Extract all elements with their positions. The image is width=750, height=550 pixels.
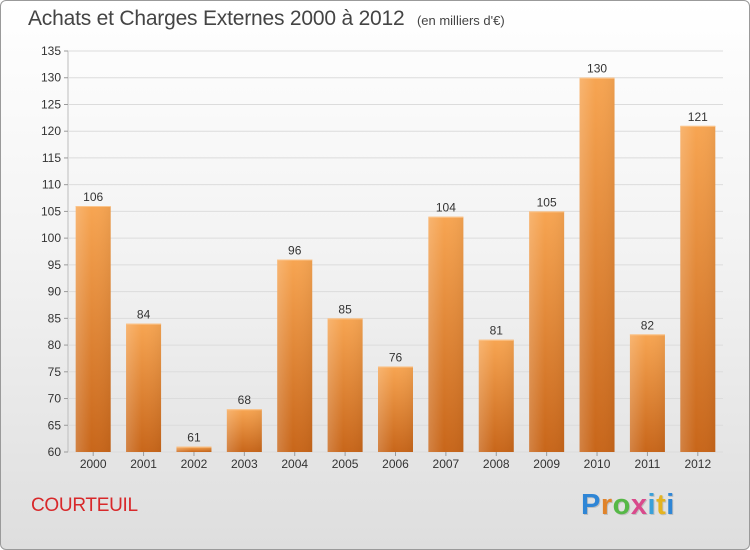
bar-shine [478, 339, 514, 452]
bar-shine [126, 323, 162, 452]
x-tick-label: 2003 [231, 457, 258, 471]
bar-2002 [176, 446, 212, 452]
bar-value-label: 96 [288, 244, 302, 258]
y-tick-label: 65 [48, 418, 62, 432]
bar-value-label: 76 [389, 350, 403, 364]
y-tick-label: 100 [41, 231, 61, 245]
x-tick-label: 2002 [181, 457, 208, 471]
bar-2005 [327, 318, 363, 452]
y-axis-ticks: 60 65 70 75 80 85 90 95 100 105 110 115 120 125 130 135 [41, 44, 61, 459]
bar-value-label: 82 [641, 318, 655, 332]
y-tick-label: 130 [41, 71, 61, 85]
y-tick-label: 105 [41, 204, 61, 218]
commune-name: COURTEUIL [31, 495, 138, 516]
bar-shine [327, 318, 363, 452]
y-tick-label: 70 [48, 392, 62, 406]
bar-value-label: 85 [338, 302, 352, 316]
bar-2012 [680, 125, 716, 452]
x-tick-label: 2010 [584, 457, 611, 471]
bar-2004 [277, 259, 313, 452]
bar-value-label: 106 [83, 190, 103, 204]
bar-2003 [226, 409, 262, 452]
bar-shine [226, 409, 262, 452]
x-tick-label: 2011 [635, 457, 661, 471]
logo-letter: o [612, 489, 631, 521]
y-tick-label: 135 [41, 44, 61, 58]
chart-title-block: Achats et Charges Externes 2000 à 2012 (… [28, 7, 505, 31]
bar-2000 [75, 206, 111, 452]
bar-value-label: 61 [187, 431, 201, 445]
y-tick-label: 60 [48, 445, 62, 459]
bar-shine [680, 125, 716, 452]
y-tick-label: 80 [48, 338, 62, 352]
logo-letter: r [600, 489, 613, 521]
proxiti-logo: Proxiti [581, 489, 675, 522]
logo-letter: i [647, 489, 657, 521]
x-tick-label: 2006 [382, 457, 409, 471]
bar-shine [428, 216, 464, 452]
bars-group: 106 84 61 68 96 85 76 104 81 105 130 82 121 [75, 62, 716, 452]
x-tick-label: 2004 [281, 457, 308, 471]
x-tick-label: 2009 [533, 457, 560, 471]
bar-shine [378, 366, 413, 452]
chart-title: Achats et Charges Externes 2000 à 2012 [28, 7, 405, 30]
bar-value-label: 68 [238, 393, 252, 407]
x-tick-label: 2000 [80, 457, 107, 471]
chart-unit: (en milliers d'€) [416, 13, 505, 28]
bar-value-label: 84 [137, 308, 151, 322]
bar-2011 [629, 334, 665, 452]
logo-letter: t [656, 489, 667, 521]
bar-value-label: 81 [490, 324, 504, 338]
x-tick-label: 2008 [483, 457, 510, 471]
bar-shine [75, 206, 111, 452]
y-tick-label: 115 [42, 151, 61, 165]
x-axis-ticks: 2000 2001 2002 2003 2004 2005 2006 2007 2008 2009… [80, 452, 711, 471]
bar-2010 [579, 77, 615, 452]
y-tick-label: 85 [48, 311, 62, 325]
bar-2007 [428, 216, 464, 452]
bar-2008 [478, 339, 514, 452]
bar-value-label: 121 [688, 110, 708, 124]
bar-shine [579, 77, 615, 452]
y-tick-label: 125 [41, 97, 61, 111]
x-tick-label: 2001 [130, 457, 157, 471]
bar-shine [629, 334, 665, 452]
bar-value-label: 105 [537, 195, 557, 209]
bar-2001 [126, 323, 162, 452]
x-tick-label: 2012 [684, 457, 711, 471]
bar-shine [529, 211, 565, 452]
x-tick-label: 2005 [332, 457, 359, 471]
bar-shine [277, 259, 313, 452]
y-tick-label: 75 [48, 365, 62, 379]
bar-2009 [529, 211, 565, 452]
y-tick-label: 95 [48, 258, 62, 272]
bar-2006 [378, 366, 413, 452]
x-tick-label: 2007 [433, 457, 460, 471]
logo-letter: i [666, 489, 675, 521]
logo-letter: x [630, 489, 648, 521]
bar-shine [176, 446, 212, 452]
bar-value-label: 130 [587, 62, 607, 76]
logo-letter: P [581, 489, 601, 521]
bar-value-label: 104 [436, 201, 456, 215]
y-tick-label: 90 [48, 285, 62, 299]
y-tick-label: 120 [41, 124, 61, 138]
y-tick-label: 110 [42, 178, 61, 192]
